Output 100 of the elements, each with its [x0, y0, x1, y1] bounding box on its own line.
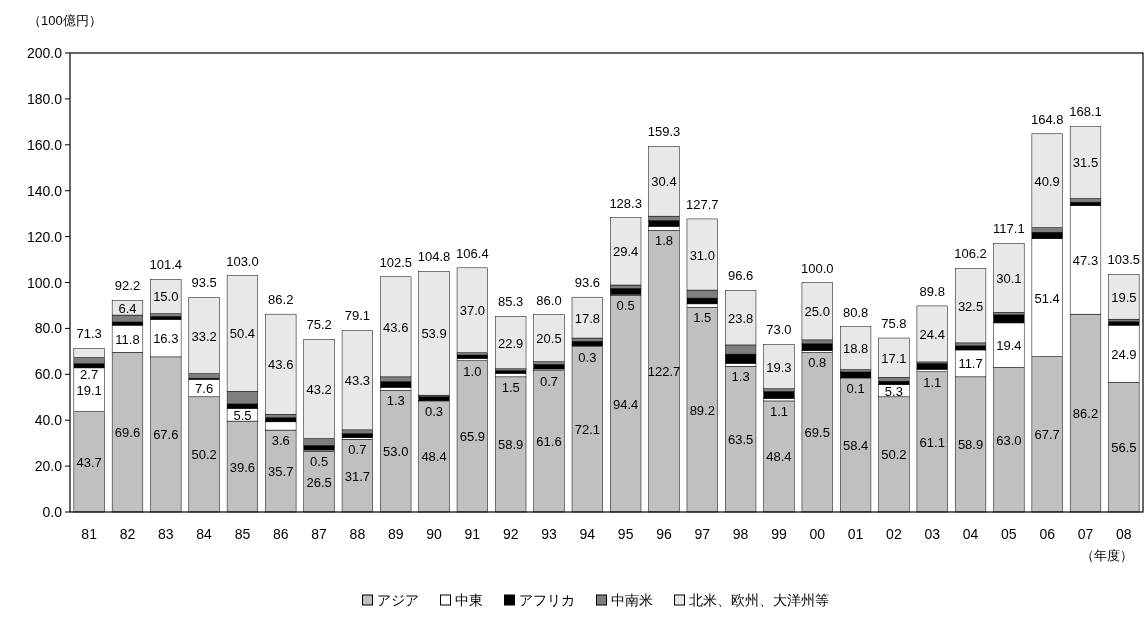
total-label: 106.2 — [954, 246, 987, 262]
data-label: 19.4 — [996, 338, 1022, 354]
x-tick-label: 88 — [349, 526, 366, 542]
total-label: 93.5 — [191, 275, 217, 291]
x-tick-label: 00 — [809, 526, 826, 542]
x-tick-label: 08 — [1116, 526, 1132, 542]
data-label: 1.3 — [731, 369, 750, 385]
x-tick-label: 89 — [387, 526, 404, 542]
total-label: 100.0 — [800, 260, 834, 276]
data-label: 15.0 — [153, 289, 179, 305]
x-tick-label: 02 — [886, 526, 902, 542]
x-tick-label: 90 — [426, 526, 443, 542]
data-label: 1.1 — [769, 403, 788, 419]
data-label: 11.8 — [115, 331, 140, 347]
data-label: 0.5 — [616, 298, 635, 314]
data-label: 53.9 — [421, 326, 447, 342]
data-label: 35.7 — [268, 464, 294, 480]
y-tick-label: 160.0 — [26, 136, 63, 153]
data-label: 43.6 — [268, 357, 294, 373]
y-tick-label: 80.0 — [34, 320, 63, 337]
data-label: 17.8 — [574, 310, 600, 326]
y-tick-label: 180.0 — [26, 90, 63, 107]
data-label: 58.4 — [842, 437, 869, 453]
data-label: 0.3 — [425, 403, 444, 419]
y-tick-label: 20.0 — [34, 458, 63, 475]
data-label: 50.2 — [191, 447, 217, 463]
total-label: 101.4 — [149, 257, 183, 273]
y-tick-label: 200.0 — [26, 45, 63, 61]
data-label: 47.3 — [1072, 252, 1099, 268]
legend-label: 中東 — [454, 592, 483, 608]
total-label: 127.7 — [686, 196, 719, 212]
data-label: 31.7 — [344, 468, 371, 484]
data-label: 30.1 — [996, 270, 1022, 286]
data-label: 17.1 — [881, 350, 907, 366]
x-tick-label: 01 — [847, 526, 864, 542]
total-label: 159.3 — [647, 124, 681, 140]
data-label: 94.4 — [613, 396, 639, 412]
total-label: 104.8 — [417, 249, 451, 265]
x-tick-label: 87 — [311, 526, 328, 542]
data-label: 3.6 — [271, 433, 290, 449]
data-label: 39.6 — [229, 459, 256, 475]
data-label: 24.4 — [919, 326, 945, 342]
data-label: 61.6 — [536, 434, 562, 450]
data-label: 61.1 — [919, 434, 945, 450]
total-label: 164.8 — [1030, 111, 1064, 127]
data-label: 0.1 — [846, 380, 865, 396]
x-tick-label: 99 — [771, 526, 787, 542]
data-label: 1.0 — [463, 363, 482, 379]
data-label: 11.7 — [958, 356, 983, 372]
legend-label: 北米、欧州、大洋州等 — [688, 592, 829, 608]
x-tick-label: 81 — [81, 526, 98, 542]
data-label: 29.4 — [613, 244, 639, 260]
x-tick-label: 07 — [1077, 526, 1094, 542]
data-label: 89.2 — [689, 402, 715, 418]
data-label: 16.3 — [153, 331, 179, 347]
data-label: 58.9 — [498, 437, 524, 453]
total-label: 117.1 — [993, 221, 1025, 237]
data-label: 53.0 — [383, 444, 409, 460]
x-tick-label: 95 — [617, 526, 634, 542]
legend-label: アフリカ — [518, 592, 575, 608]
total-label: 86.2 — [268, 292, 294, 308]
x-tick-label: 05 — [1001, 526, 1017, 542]
y-tick-label: 40.0 — [34, 412, 63, 429]
data-label: 50.4 — [229, 326, 256, 342]
data-label: 0.5 — [310, 454, 329, 470]
data-label: 0.7 — [348, 442, 367, 458]
data-label: 63.5 — [727, 432, 754, 448]
x-tick-label: 97 — [694, 526, 711, 542]
y-tick-label: 60.0 — [34, 366, 63, 383]
data-label: 31.0 — [689, 247, 715, 263]
data-label: 56.5 — [1111, 440, 1137, 456]
total-label: 85.3 — [498, 294, 524, 310]
total-label: 73.0 — [766, 322, 792, 338]
x-tick-label: 92 — [502, 526, 519, 542]
data-label: 48.4 — [421, 449, 447, 465]
data-label: 65.9 — [459, 429, 486, 445]
total-label: 75.8 — [881, 316, 907, 332]
data-label: 0.3 — [578, 349, 597, 365]
data-label: 6.4 — [118, 300, 137, 316]
data-label: 63.0 — [996, 432, 1022, 448]
data-label: 24.9 — [1111, 346, 1137, 362]
data-label: 1.3 — [386, 393, 405, 409]
x-tick-label: 86 — [272, 526, 289, 542]
data-label: 0.8 — [808, 355, 827, 371]
total-label: 168.1 — [1069, 104, 1102, 120]
data-label: 48.4 — [766, 449, 792, 465]
data-label: 22.9 — [498, 335, 524, 351]
data-label: 69.6 — [114, 425, 141, 441]
x-axis-title: （年度） — [1081, 548, 1133, 563]
total-label: 86.0 — [536, 292, 562, 308]
data-label: 43.6 — [383, 319, 409, 335]
x-tick-label: 04 — [962, 526, 979, 542]
y-tick-label: 0.0 — [42, 504, 63, 520]
data-label: 20.5 — [536, 331, 562, 347]
x-tick-label: 82 — [119, 526, 136, 542]
x-tick-label: 94 — [579, 526, 596, 542]
data-label: 23.8 — [727, 310, 754, 326]
total-label: 96.6 — [727, 268, 754, 284]
data-label: 1.8 — [654, 233, 674, 249]
data-label: 32.5 — [957, 298, 984, 314]
